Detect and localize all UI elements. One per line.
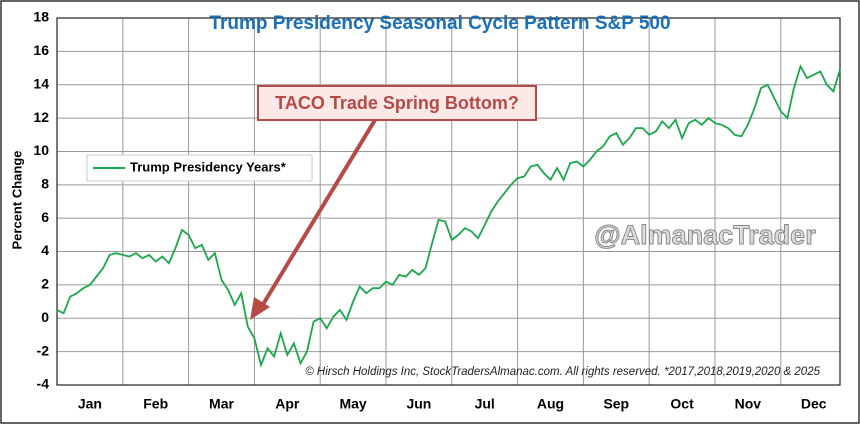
- y-tick-label: 14: [33, 75, 49, 91]
- y-tick-label: -4: [37, 376, 50, 392]
- annotation-box: [257, 85, 537, 121]
- x-tick-label: Nov: [735, 396, 762, 412]
- y-tick-label: 0: [41, 309, 49, 325]
- annotation-arrow: [260, 118, 377, 308]
- arrow-head: [250, 297, 270, 320]
- watermark: @AlmanacTrader: [594, 220, 816, 250]
- y-tick-label: 12: [33, 109, 49, 125]
- y-tick-label: 10: [33, 142, 49, 158]
- credit: © Hirsch Holdings Inc, StockTradersAlman…: [305, 366, 820, 378]
- x-tick-label: Jun: [406, 396, 431, 412]
- x-tick-label: Aug: [537, 396, 564, 412]
- x-tick-label: Mar: [209, 396, 234, 412]
- x-tick-label: Dec: [801, 396, 827, 412]
- chart-title: Trump Presidency Seasonal Cycle Pattern …: [209, 13, 670, 34]
- annotation: TACO Trade Spring Bottom?: [275, 93, 519, 113]
- y-tick-label: 18: [33, 9, 49, 25]
- y-tick-label: 6: [41, 209, 49, 225]
- x-tick-label: Sep: [603, 396, 629, 412]
- x-tick-label: Apr: [275, 396, 300, 412]
- x-tick-label: Jan: [78, 396, 102, 412]
- x-tick-label: Jul: [475, 396, 495, 412]
- x-tick-label: May: [339, 396, 366, 412]
- x-tick-label: Feb: [143, 396, 168, 412]
- legend-label: Trump Presidency Years*: [130, 159, 287, 174]
- y-tick-label: 2: [41, 276, 49, 292]
- y-axis-label: Percent Change: [9, 151, 24, 250]
- x-tick-label: Oct: [670, 396, 694, 412]
- y-tick-label: 8: [41, 176, 49, 192]
- plot-area: [56, 17, 841, 386]
- y-tick-label: -2: [37, 342, 50, 358]
- series-line: [56, 64, 841, 368]
- y-tick-label: 16: [33, 42, 49, 58]
- y-tick-label: 4: [41, 242, 49, 258]
